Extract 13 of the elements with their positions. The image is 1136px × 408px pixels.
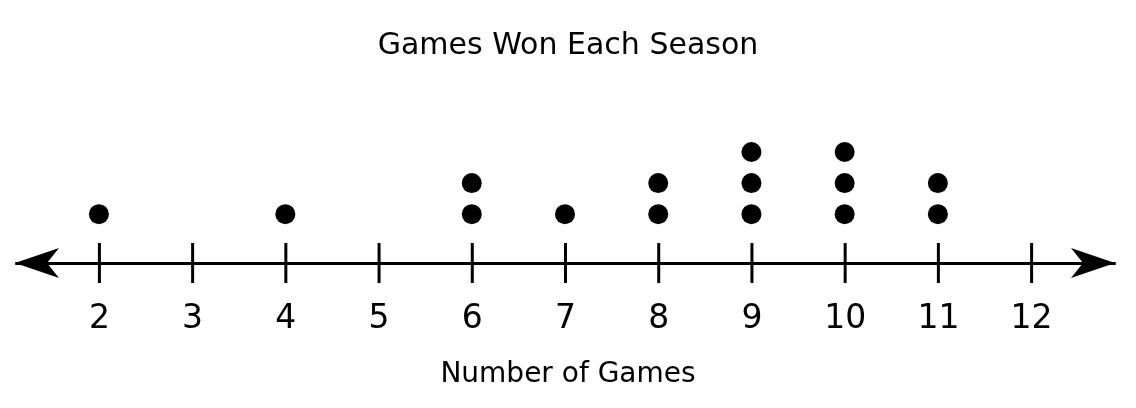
chart-title: Games Won Each Season (377, 26, 759, 61)
x-tick-label: 11 (917, 297, 960, 337)
x-tick-label: 10 (824, 297, 867, 337)
x-tick-label: 8 (648, 297, 670, 337)
x-tick-label: 7 (555, 297, 576, 337)
x-tick-label: 9 (741, 297, 763, 337)
x-tick-label: 2 (88, 297, 110, 337)
x-tick-label: 4 (275, 297, 297, 337)
x-tick-label: 6 (461, 297, 483, 337)
x-axis-title: Number of Games (440, 356, 696, 389)
x-tick-label: 3 (182, 297, 204, 337)
x-tick-label: 12 (1010, 297, 1053, 337)
x-tick-label: 5 (368, 297, 390, 337)
